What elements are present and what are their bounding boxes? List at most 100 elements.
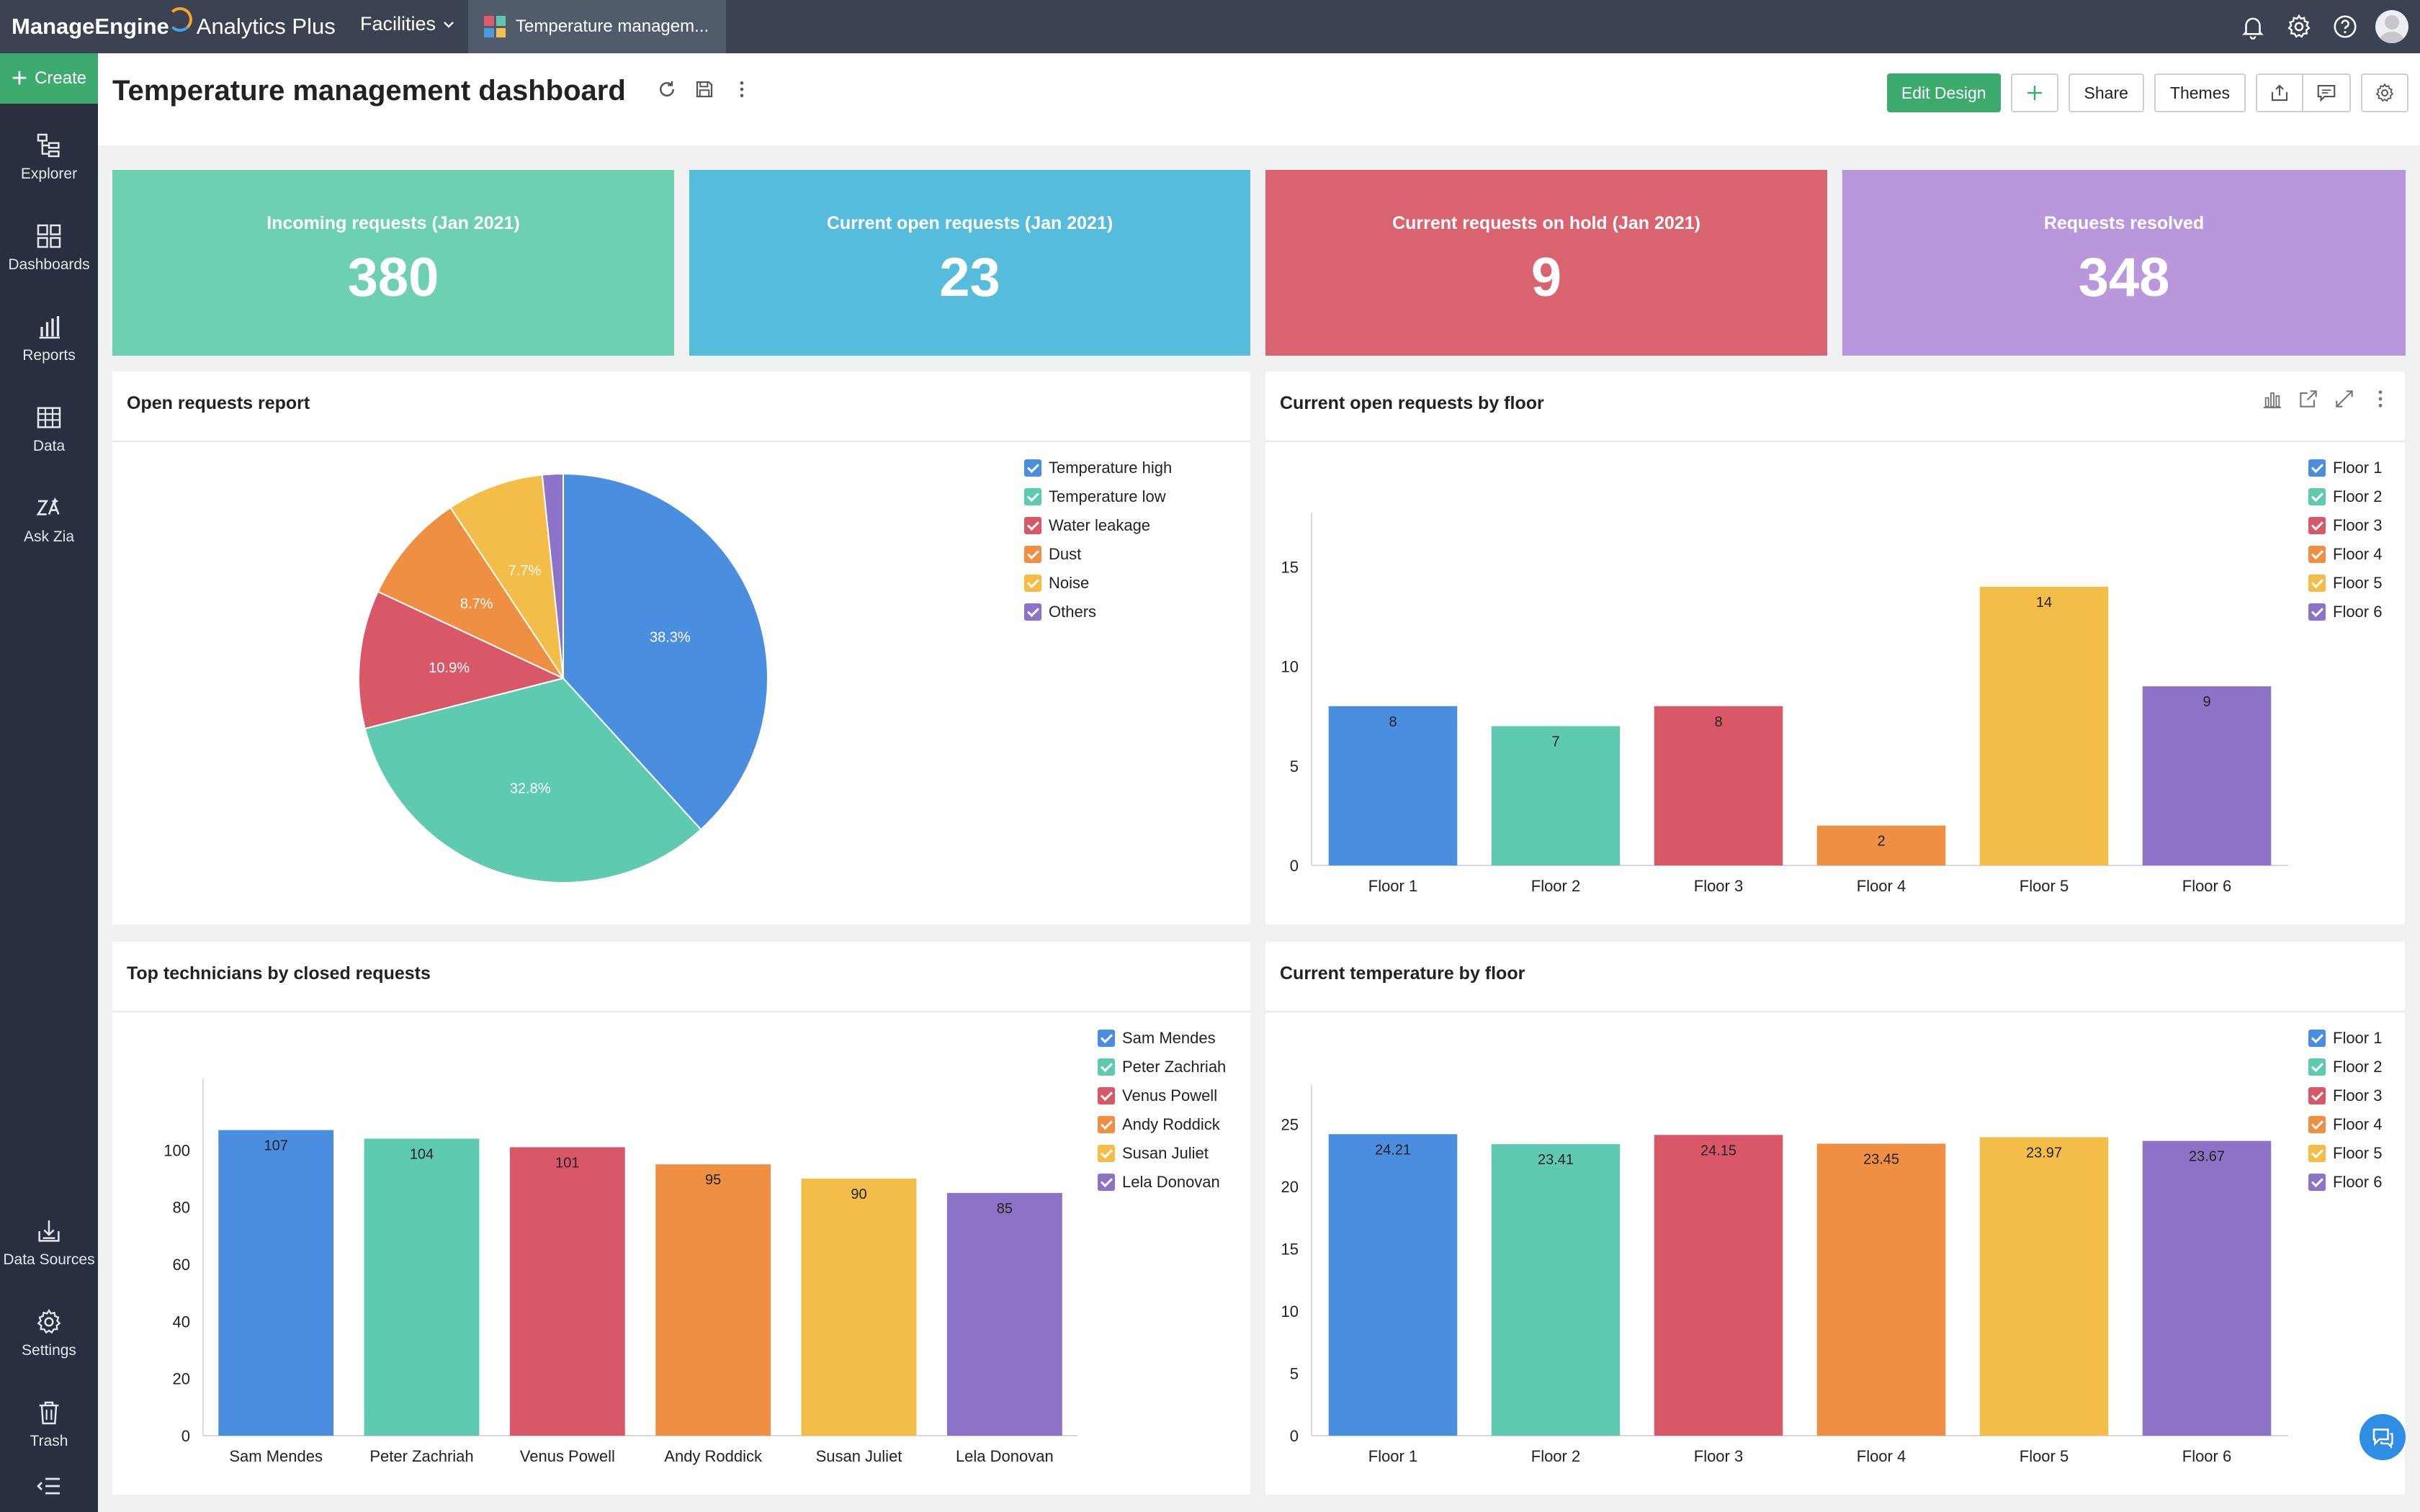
legend-item[interactable]: Floor 4 xyxy=(2308,540,2395,569)
sidebar-item-trash[interactable]: Trash xyxy=(0,1385,98,1464)
legend-checkbox[interactable] xyxy=(2308,1174,2326,1191)
help-button[interactable] xyxy=(2322,0,2368,53)
dashboard-settings-button[interactable] xyxy=(2361,73,2408,112)
top-icons xyxy=(2230,0,2420,53)
legend-item[interactable]: Floor 6 xyxy=(2308,598,2395,626)
legend-label: Floor 6 xyxy=(2333,1173,2383,1191)
brand-logo[interactable]: ManageEngine Analytics Plus xyxy=(12,7,336,43)
legend-checkbox[interactable] xyxy=(1098,1058,1115,1076)
legend-checkbox[interactable] xyxy=(1024,517,1041,534)
panel-divider xyxy=(112,1011,1250,1012)
legend-checkbox[interactable] xyxy=(2308,546,2326,563)
sidebar-item-dashboards[interactable]: Dashboards xyxy=(0,209,98,288)
legend-item[interactable]: Floor 1 xyxy=(2308,454,2395,482)
legend-checkbox[interactable] xyxy=(1024,546,1041,563)
bar xyxy=(218,1130,334,1436)
legend-checkbox[interactable] xyxy=(2308,459,2326,477)
sidebar-item-explorer[interactable]: Explorer xyxy=(0,118,98,197)
kpi-open-requests[interactable]: Current open requests (Jan 2021) 23 xyxy=(689,170,1250,356)
legend-checkbox[interactable] xyxy=(2308,1087,2326,1104)
bar-value-label: 23.45 xyxy=(1863,1151,1899,1167)
add-button[interactable] xyxy=(2010,73,2058,112)
bar-value-label: 101 xyxy=(555,1155,579,1171)
notifications-button[interactable] xyxy=(2230,0,2276,53)
legend-checkbox[interactable] xyxy=(2308,603,2326,621)
legend-item[interactable]: Temperature low120 xyxy=(1024,482,1345,511)
more-vertical-icon[interactable] xyxy=(2369,387,2392,410)
legend-item[interactable]: Floor 5 xyxy=(2308,569,2395,598)
edit-design-button[interactable]: Edit Design xyxy=(1886,73,2001,112)
bar-value-label: 2 xyxy=(1877,834,1885,850)
legend-checkbox[interactable] xyxy=(2308,517,2326,534)
sidebar-item-ask-zia[interactable]: Ask Zia xyxy=(0,481,98,560)
sidebar-item-data-sources[interactable]: Data Sources xyxy=(0,1204,98,1283)
panel-open-requests-report: Open requests report 38.3% 32.8% 10.9% 8.7%… xyxy=(112,372,1345,924)
more-vertical-icon xyxy=(740,81,744,97)
legend-item[interactable]: Venus Powell xyxy=(1098,1081,1242,1110)
chart-type-icon[interactable] xyxy=(2261,387,2284,410)
themes-button[interactable]: Themes xyxy=(2154,73,2246,112)
kpi-requests-resolved[interactable]: Requests resolved 348 xyxy=(1842,170,2406,356)
chat-button[interactable] xyxy=(2360,1414,2406,1460)
kpi-incoming-requests[interactable]: Incoming requests (Jan 2021) 380 xyxy=(112,170,674,356)
legend-checkbox[interactable] xyxy=(2308,1116,2326,1133)
y-tick-label: 0 xyxy=(1290,857,1299,875)
sidebar-item-settings[interactable]: Settings xyxy=(0,1295,98,1374)
legend-label: Floor 1 xyxy=(2333,1029,2383,1047)
y-tick-label: 40 xyxy=(173,1313,190,1331)
legend-label: Floor 3 xyxy=(2333,516,2383,534)
legend-item[interactable]: Sam Mendes xyxy=(1098,1024,1242,1053)
legend-checkbox[interactable] xyxy=(1098,1145,1115,1162)
legend-checkbox[interactable] xyxy=(2308,1058,2326,1076)
legend-item[interactable]: Floor 3 xyxy=(2308,1081,2395,1110)
more-options-button[interactable] xyxy=(727,75,756,104)
help-icon xyxy=(2334,15,2357,38)
sidebar-item-data[interactable]: Data xyxy=(0,390,98,469)
sidebar-item-reports[interactable]: Reports xyxy=(0,300,98,379)
settings-button[interactable] xyxy=(2276,0,2322,53)
refresh-button[interactable] xyxy=(653,75,681,104)
legend-checkbox[interactable] xyxy=(2308,488,2326,505)
legend-checkbox[interactable] xyxy=(2308,575,2326,592)
legend-checkbox[interactable] xyxy=(1098,1030,1115,1047)
legend-item[interactable]: Floor 2 xyxy=(2308,1053,2395,1081)
legend-item[interactable]: Floor 2 xyxy=(2308,482,2395,511)
legend-item[interactable]: Peter Zachriah xyxy=(1098,1053,1242,1081)
legend-item[interactable]: Andy Roddick xyxy=(1098,1110,1242,1139)
bell-icon xyxy=(2242,17,2264,40)
legend-checkbox[interactable] xyxy=(1098,1174,1115,1191)
legend-item[interactable]: Floor 3 xyxy=(2308,511,2395,540)
x-tick-label: Sam Mendes xyxy=(229,1447,323,1465)
legend-label: Dust xyxy=(1049,545,1082,563)
legend-item[interactable]: Floor 1 xyxy=(2308,1024,2395,1053)
workspace-dropdown[interactable]: Facilities xyxy=(360,13,456,35)
collapse-sidebar-button[interactable] xyxy=(0,1464,98,1508)
legend-item[interactable]: Lela Donovan xyxy=(1098,1168,1242,1197)
share-button[interactable]: Share xyxy=(2068,73,2144,112)
legend-checkbox[interactable] xyxy=(2308,1145,2326,1162)
open-external-icon[interactable] xyxy=(2297,387,2320,410)
comments-button[interactable] xyxy=(2303,73,2351,112)
pie-slice xyxy=(358,590,565,730)
legend-checkbox[interactable] xyxy=(1098,1116,1115,1133)
pie-slice-label: 7.7% xyxy=(508,563,542,579)
expand-icon[interactable] xyxy=(2333,387,2356,410)
legend-checkbox[interactable] xyxy=(1024,603,1041,621)
export-icon xyxy=(2271,84,2288,102)
create-button[interactable]: + Create xyxy=(0,53,98,104)
legend-item[interactable]: Floor 5 xyxy=(2308,1139,2395,1168)
legend-checkbox[interactable] xyxy=(1024,459,1041,477)
legend-item[interactable]: Susan Juliet xyxy=(1098,1139,1242,1168)
tab-temperature-dashboard[interactable]: Temperature managem... xyxy=(468,0,726,53)
legend-checkbox[interactable] xyxy=(1024,488,1041,505)
legend-checkbox[interactable] xyxy=(2308,1030,2326,1047)
legend-checkbox[interactable] xyxy=(1024,575,1041,592)
kpi-requests-on-hold[interactable]: Current requests on hold (Jan 2021) 9 xyxy=(1265,170,1827,356)
avatar[interactable] xyxy=(2375,10,2408,43)
bar-value-label: 7 xyxy=(1551,734,1559,750)
legend-item[interactable]: Floor 6 xyxy=(2308,1168,2395,1197)
save-button[interactable] xyxy=(690,75,719,104)
export-button[interactable] xyxy=(2256,73,2303,112)
legend-item[interactable]: Floor 4 xyxy=(2308,1110,2395,1139)
legend-checkbox[interactable] xyxy=(1098,1087,1115,1104)
